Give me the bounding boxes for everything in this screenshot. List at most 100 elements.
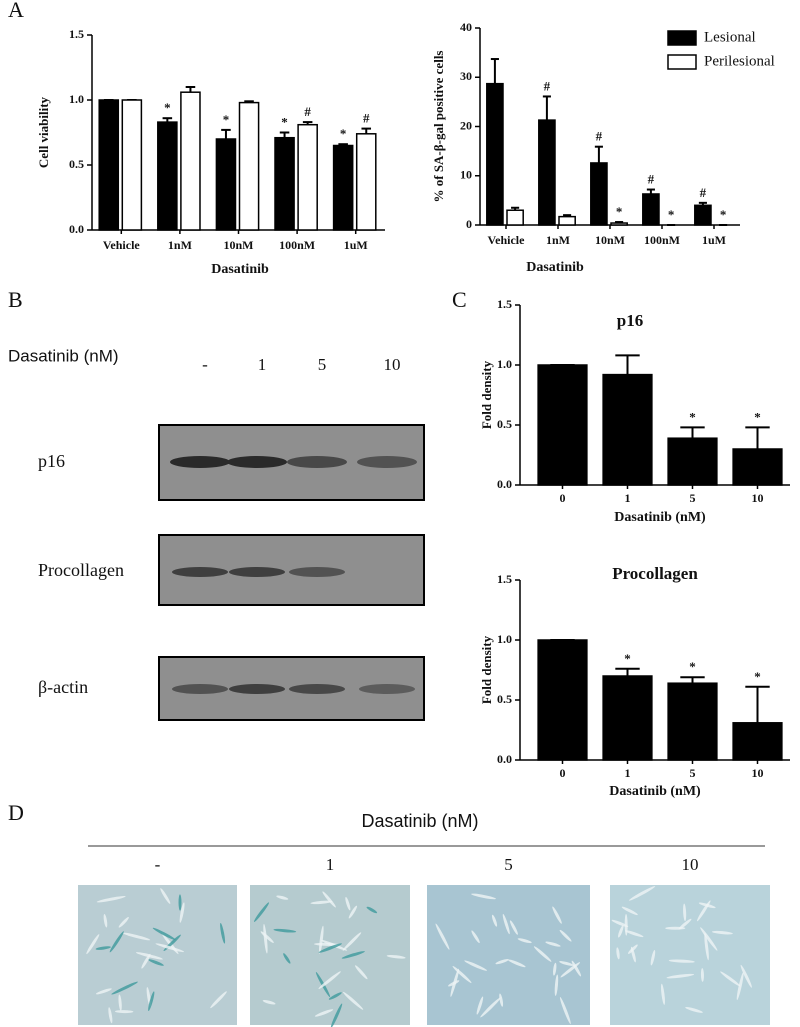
micrograph <box>610 885 770 1025</box>
blot-row-label: β-actin <box>38 677 88 697</box>
micrograph <box>427 885 590 1025</box>
cell <box>318 971 341 990</box>
y-tick-label: 0 <box>466 217 472 231</box>
cell <box>678 918 692 930</box>
x-tick-label: Vehicle <box>488 233 526 247</box>
y-tick-label: 1.5 <box>497 572 512 586</box>
y-tick-label: 40 <box>460 20 472 34</box>
cell <box>666 973 695 979</box>
cell <box>685 1007 703 1013</box>
y-tick-label: 0.0 <box>69 222 84 236</box>
cell <box>495 959 509 965</box>
cell <box>559 997 571 1025</box>
cell <box>517 938 532 944</box>
blot-band <box>172 684 228 694</box>
bar <box>121 99 143 231</box>
bar <box>538 119 556 226</box>
cell <box>683 903 687 922</box>
cell <box>450 968 459 997</box>
bar <box>537 364 588 486</box>
x-axis-label: Dasatinib (nM) <box>614 510 706 525</box>
cell <box>310 900 333 905</box>
bar <box>732 722 783 761</box>
blot-band <box>170 456 230 468</box>
bar <box>274 136 295 231</box>
cell <box>148 959 164 966</box>
lane-label: 10 <box>384 355 401 374</box>
cell <box>502 913 510 935</box>
significance-marker: * <box>616 204 623 219</box>
cell <box>611 919 629 928</box>
cell <box>618 925 624 938</box>
micrograph-label: 10 <box>682 855 699 874</box>
significance-marker: * <box>223 112 230 127</box>
x-tick-label: 1nM <box>546 233 570 247</box>
x-tick-label: 1uM <box>344 238 368 252</box>
cell <box>328 992 342 1000</box>
cell <box>509 920 518 935</box>
significance-marker: # <box>304 104 311 119</box>
y-tick-label: 1.0 <box>69 92 84 106</box>
micrograph <box>78 885 237 1025</box>
cell <box>262 1000 276 1005</box>
bar <box>355 133 377 231</box>
y-axis-label: Cell viability <box>36 96 51 168</box>
cell <box>665 926 686 930</box>
cell <box>480 997 501 1018</box>
bar <box>610 222 628 226</box>
cell <box>342 991 364 1010</box>
cell <box>283 953 291 964</box>
cell <box>341 951 365 959</box>
x-tick-label: 5 <box>690 766 696 780</box>
significance-marker: * <box>689 659 696 674</box>
x-axis-label: Dasatinib (nM) <box>609 784 701 799</box>
cell <box>108 1007 113 1024</box>
x-tick-label: 0 <box>560 766 566 780</box>
blot-band <box>229 684 285 694</box>
y-tick-label: 20 <box>460 118 472 132</box>
cell <box>345 897 351 911</box>
chart-title: p16 <box>617 311 643 330</box>
cell <box>559 961 574 966</box>
cell <box>322 891 336 908</box>
cell <box>476 996 484 1015</box>
cell <box>711 930 733 935</box>
x-tick-label: 10 <box>752 766 764 780</box>
cell <box>553 962 557 976</box>
bar <box>486 82 504 226</box>
y-tick-label: 0.5 <box>69 157 84 171</box>
blot-band <box>227 456 287 468</box>
cell <box>86 934 100 955</box>
cell <box>114 1010 134 1014</box>
cell <box>668 959 695 963</box>
panel-label: C <box>452 287 467 312</box>
bar <box>732 448 783 486</box>
cell <box>263 923 268 954</box>
x-tick-label: 10 <box>752 491 764 505</box>
bar <box>332 144 354 231</box>
micrograph-label: 1 <box>326 855 335 874</box>
micro-treatment: Dasatinib (nM) <box>361 811 478 831</box>
cell <box>354 965 368 980</box>
y-axis-label: Fold density <box>479 635 494 704</box>
y-tick-label: 1.0 <box>497 632 512 646</box>
legend-label: Perilesional <box>704 53 775 69</box>
cell <box>96 896 126 903</box>
panel-label: B <box>8 287 23 312</box>
cell <box>545 941 561 947</box>
bar <box>590 162 608 226</box>
cell <box>507 959 526 968</box>
x-tick-label: 1nM <box>168 238 192 252</box>
bar <box>558 215 576 226</box>
cell <box>253 902 270 922</box>
significance-marker: # <box>648 172 655 187</box>
cell <box>155 943 185 953</box>
blot-band <box>289 567 345 577</box>
bar <box>602 675 653 761</box>
blot-row-label: p16 <box>38 451 65 471</box>
lane-label: 1 <box>258 355 267 374</box>
x-tick-label: 10nM <box>224 238 254 252</box>
cell <box>118 994 122 1011</box>
y-tick-label: 1.0 <box>497 357 512 371</box>
